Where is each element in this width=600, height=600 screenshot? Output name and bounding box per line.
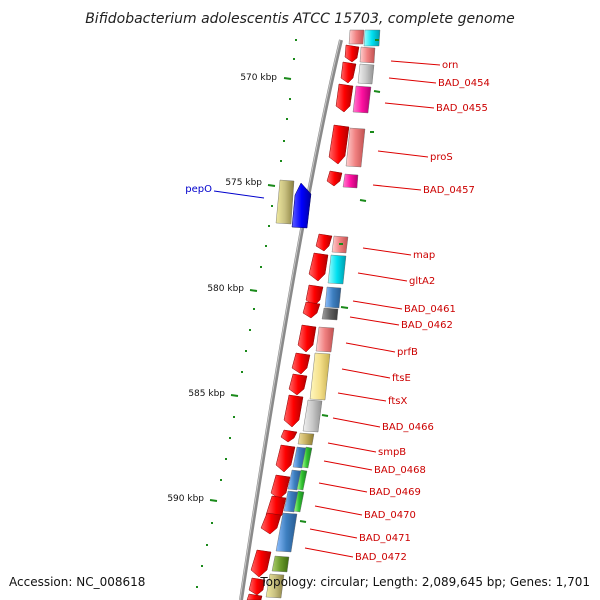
gene-label-proS: proS	[430, 152, 453, 163]
cog-category-boxes	[265, 29, 381, 599]
gene-arrow	[315, 233, 333, 252]
gene-arrow	[260, 512, 282, 535]
left-gene-labels: pepO	[185, 184, 265, 199]
gene-label-ftsX: ftsX	[388, 396, 407, 407]
gene-label-prfB: prfB	[397, 347, 418, 358]
gene-label-BAD_0471: BAD_0471	[359, 533, 411, 544]
cog-box	[283, 490, 299, 513]
gene-arrow	[344, 44, 360, 63]
gene-arrow	[291, 352, 311, 375]
gene-label-BAD_0472: BAD_0472	[355, 552, 407, 563]
gene-arrow	[288, 373, 308, 396]
ruler-label-585: 585 kbp	[188, 389, 225, 399]
minor-markers	[299, 39, 381, 523]
ruler-label-580: 580 kbp	[207, 284, 244, 294]
cog-box	[348, 29, 365, 45]
gene-arrow	[248, 577, 266, 596]
cog-box	[363, 29, 381, 47]
cog-box	[302, 399, 323, 433]
cog-box	[352, 85, 372, 114]
gene-arrow	[308, 252, 329, 282]
cog-box	[275, 512, 298, 553]
ruler-label-570: 570 kbp	[240, 73, 277, 83]
cog-box	[315, 326, 335, 353]
cog-box	[293, 490, 305, 513]
cog-box	[301, 446, 313, 469]
gene-arrow	[340, 61, 357, 84]
gene-label-orn: orn	[442, 60, 458, 71]
gene-arrow	[246, 593, 263, 600]
cog-box	[296, 469, 308, 491]
cog-box	[265, 573, 285, 599]
accession-text: Accession: NC_008618	[9, 575, 145, 589]
right-label-leaders	[304, 60, 441, 558]
gene-label-gltA2: gltA2	[409, 276, 435, 287]
genome-backbone	[239, 39, 343, 600]
gene-label-BAD_0455: BAD_0455	[436, 103, 488, 114]
cog-box	[345, 127, 366, 168]
genome-summary-text: Topology: circular; Length: 2,089,645 bp…	[259, 575, 590, 589]
gene-label-BAD_0457: BAD_0457	[423, 185, 475, 196]
map-title: Bifidobacterium adolescentis ATCC 15703,…	[85, 11, 515, 27]
gene-label-BAD_0469: BAD_0469	[369, 487, 421, 498]
gene-arrow	[302, 301, 321, 319]
gene-arrow	[326, 170, 343, 187]
gene-label-BAD_0461: BAD_0461	[404, 304, 456, 315]
gene-arrow	[275, 444, 296, 473]
gene-arrow-pepO	[291, 182, 312, 229]
gene-arrow	[328, 124, 350, 165]
gene-label-BAD_0454: BAD_0454	[438, 78, 490, 89]
cog-box	[321, 307, 339, 321]
gene-arrow	[335, 83, 354, 113]
gene-label-ftsE: ftsE	[392, 373, 411, 384]
cog-box	[309, 352, 331, 401]
gene-arrow	[270, 474, 291, 500]
gene-label-BAD_0462: BAD_0462	[401, 320, 453, 331]
gene-label-map: map	[413, 250, 435, 261]
scale-ring	[196, 39, 297, 588]
gene-arrow	[250, 549, 272, 578]
gene-arrow	[283, 394, 304, 428]
cog-box	[359, 46, 376, 64]
cog-box	[324, 286, 342, 309]
cog-box	[357, 63, 375, 85]
ruler-label-590: 590 kbp	[167, 494, 204, 504]
gene-label-BAD_0470: BAD_0470	[364, 510, 416, 521]
gene-arrow	[280, 429, 298, 443]
forward-strand-genes	[246, 44, 360, 600]
cog-box	[342, 173, 359, 189]
scale-ticks	[209, 77, 292, 502]
gene-arrow	[305, 284, 324, 307]
cog-box	[275, 179, 295, 225]
reverse-strand-genes	[275, 179, 312, 229]
gene-label-BAD_0468: BAD_0468	[374, 465, 426, 476]
cog-box	[327, 254, 347, 285]
gene-label-BAD_0466: BAD_0466	[382, 422, 434, 433]
ruler-label-575: 575 kbp	[225, 178, 262, 188]
gene-label-smpB: smpB	[378, 447, 406, 458]
cog-box	[271, 555, 290, 573]
gene-label-pepO: pepO	[185, 184, 212, 195]
gene-arrow	[297, 324, 317, 353]
cog-box	[297, 432, 315, 446]
